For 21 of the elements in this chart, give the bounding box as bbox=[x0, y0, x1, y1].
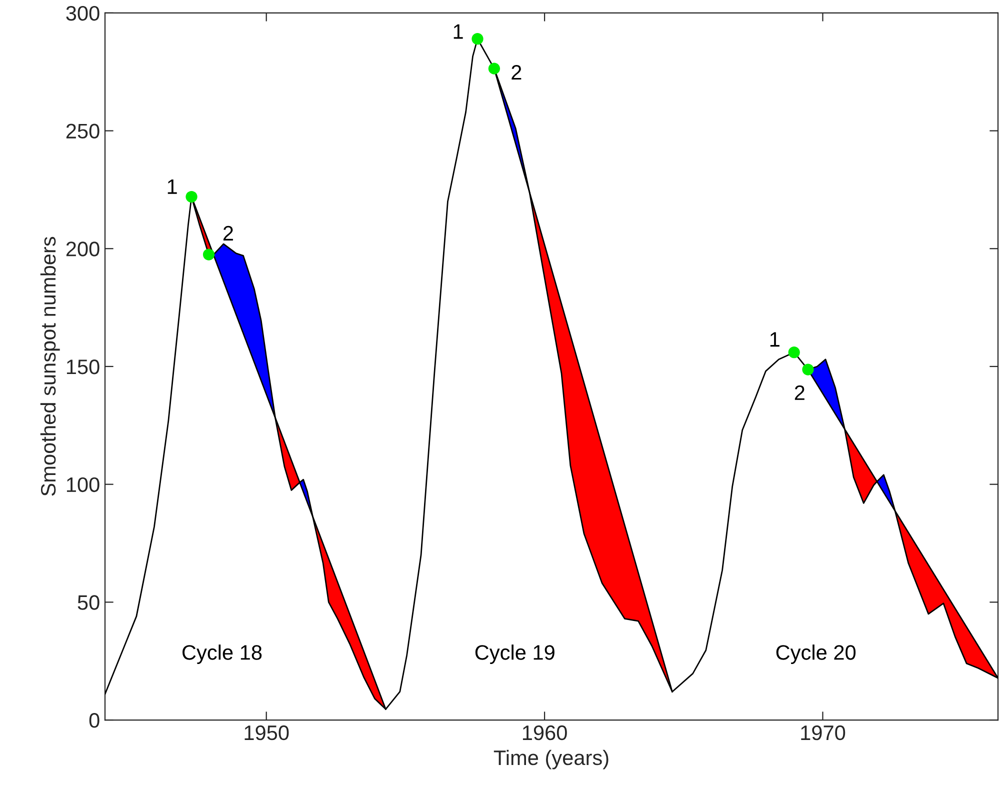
annotation: 2 bbox=[223, 226, 233, 240]
y-tick-label: 100 bbox=[66, 477, 100, 492]
annotation: Cycle 20 bbox=[776, 644, 856, 664]
annotation: 1 bbox=[454, 24, 463, 39]
y-tick-label: 300 bbox=[66, 6, 100, 21]
annotation: 2 bbox=[794, 385, 804, 400]
y-tick-label: 50 bbox=[78, 595, 100, 610]
x-axis-title: Time (years) bbox=[494, 750, 608, 770]
y-tick-label: 250 bbox=[66, 124, 100, 139]
annotation: 1 bbox=[168, 180, 177, 194]
annotation: Cycle 18 bbox=[182, 644, 262, 664]
x-tick-label: 1970 bbox=[801, 725, 846, 740]
annotation: 1 bbox=[770, 332, 780, 347]
y-tick-label: 200 bbox=[66, 242, 100, 256]
y-tick-label: 150 bbox=[66, 359, 100, 374]
y-axis-title: Smoothed sunspot numbers bbox=[40, 236, 60, 496]
x-tick-label: 1950 bbox=[244, 725, 289, 740]
x-tick-label: 1960 bbox=[522, 725, 567, 740]
annotation: 2 bbox=[512, 64, 522, 80]
annotation: Cycle 19 bbox=[475, 644, 554, 664]
y-tick-label: 0 bbox=[89, 713, 100, 728]
